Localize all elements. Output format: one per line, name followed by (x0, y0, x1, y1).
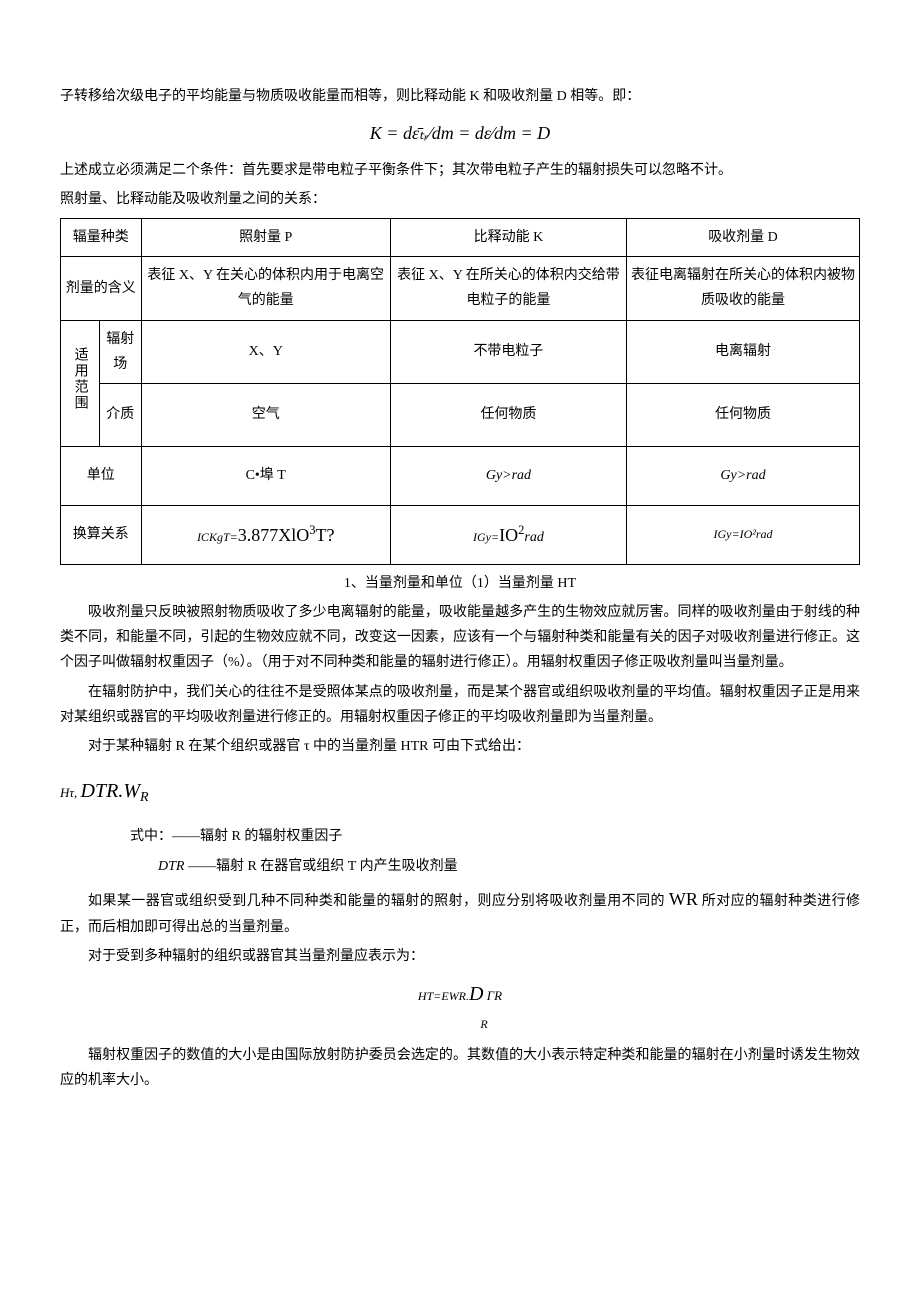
table-cell: Gy>rad (627, 446, 860, 505)
table-cell: 辐射场 (100, 320, 142, 383)
table-cell: 任何物质 (627, 383, 860, 446)
table-row: 换算关系 ICKgT=3.877XlO3T? IGy=IO2rad IGy=IO… (61, 505, 860, 564)
paragraph: 子转移给次级电子的平均能量与物质吸收能量而相等，则比释动能 K 和吸收剂量 D … (60, 84, 860, 109)
table-cell: 单位 (61, 446, 142, 505)
paragraph: 照射量、比释动能及吸收剂量之间的关系： (60, 187, 860, 212)
table-cell: 任何物质 (390, 383, 626, 446)
table-cell: 照射量 P (141, 218, 390, 256)
paragraph: 辐射权重因子的数值的大小是由国际放射防护委员会选定的。其数值的大小表示特定种类和… (60, 1043, 860, 1093)
table-cell: 空气 (141, 383, 390, 446)
table-cell: 适用范围 (61, 320, 100, 446)
table-cell: 比释动能 K (390, 218, 626, 256)
table-row: 单位 C•埠 T Gy>rad Gy>rad (61, 446, 860, 505)
table-cell: 表征 X、Y 在关心的体积内用于电离空气的能量 (141, 257, 390, 320)
table-cell: X、Y (141, 320, 390, 383)
table-cell: 表征 X、Y 在所关心的体积内交给带电粒子的能量 (390, 257, 626, 320)
paragraph: 在辐射防护中，我们关心的往往不是受照体某点的吸收剂量，而是某个器官或组织吸收剂量… (60, 680, 860, 730)
comparison-table: 辐量种类 照射量 P 比释动能 K 吸收剂量 D 剂量的含义 表征 X、Y 在关… (60, 218, 860, 565)
table-cell: 换算关系 (61, 505, 142, 564)
paragraph: DTR ——辐射 R 在器官或组织 T 内产生吸收剂量 (60, 854, 860, 879)
table-cell: IGy=IO2rad (390, 505, 626, 564)
table-cell: 表征电离辐射在所关心的体积内被物质吸收的能量 (627, 257, 860, 320)
table-cell: ICKgT=3.877XlO3T? (141, 505, 390, 564)
table-cell: 辐量种类 (61, 218, 142, 256)
formula-ht-sum: HT=EWR.D ΓR R (60, 976, 860, 1037)
paragraph: 对于受到多种辐射的组织或器官其当量剂量应表示为： (60, 944, 860, 969)
formula-k-d: K = dε̄ₜᵣ⁄dm = dε⁄dm = D (60, 117, 860, 149)
paragraph: 如果某一器官或组织受到几种不同种类和能量的辐射的照射，则应分别将吸收剂量用不同的… (60, 883, 860, 941)
table-row: 适用范围 辐射场 X、Y 不带电粒子 电离辐射 (61, 320, 860, 383)
section-heading: 1、当量剂量和单位（1）当量剂量 HT (60, 571, 860, 596)
table-cell: IGy=IO²rad (627, 505, 860, 564)
paragraph: 上述成立必须满足二个条件：首先要求是带电粒子平衡条件下；其次带电粒子产生的辐射损… (60, 158, 860, 183)
table-cell: 电离辐射 (627, 320, 860, 383)
table-cell: 剂量的含义 (61, 257, 142, 320)
table-cell: 介质 (100, 383, 142, 446)
table-cell: 吸收剂量 D (627, 218, 860, 256)
paragraph: 吸收剂量只反映被照射物质吸收了多少电离辐射的能量，吸收能量越多产生的生物效应就厉… (60, 600, 860, 676)
formula-htr: Hτ, DTR.WR (60, 773, 860, 810)
paragraph: 对于某种辐射 R 在某个组织或器官 τ 中的当量剂量 HTR 可由下式给出： (60, 734, 860, 759)
table-row: 剂量的含义 表征 X、Y 在关心的体积内用于电离空气的能量 表征 X、Y 在所关… (61, 257, 860, 320)
paragraph: 式中：——辐射 R 的辐射权重因子 (60, 824, 860, 849)
table-cell: C•埠 T (141, 446, 390, 505)
table-row: 辐量种类 照射量 P 比释动能 K 吸收剂量 D (61, 218, 860, 256)
table-row: 介质 空气 任何物质 任何物质 (61, 383, 860, 446)
table-cell: 不带电粒子 (390, 320, 626, 383)
table-cell: Gy>rad (390, 446, 626, 505)
